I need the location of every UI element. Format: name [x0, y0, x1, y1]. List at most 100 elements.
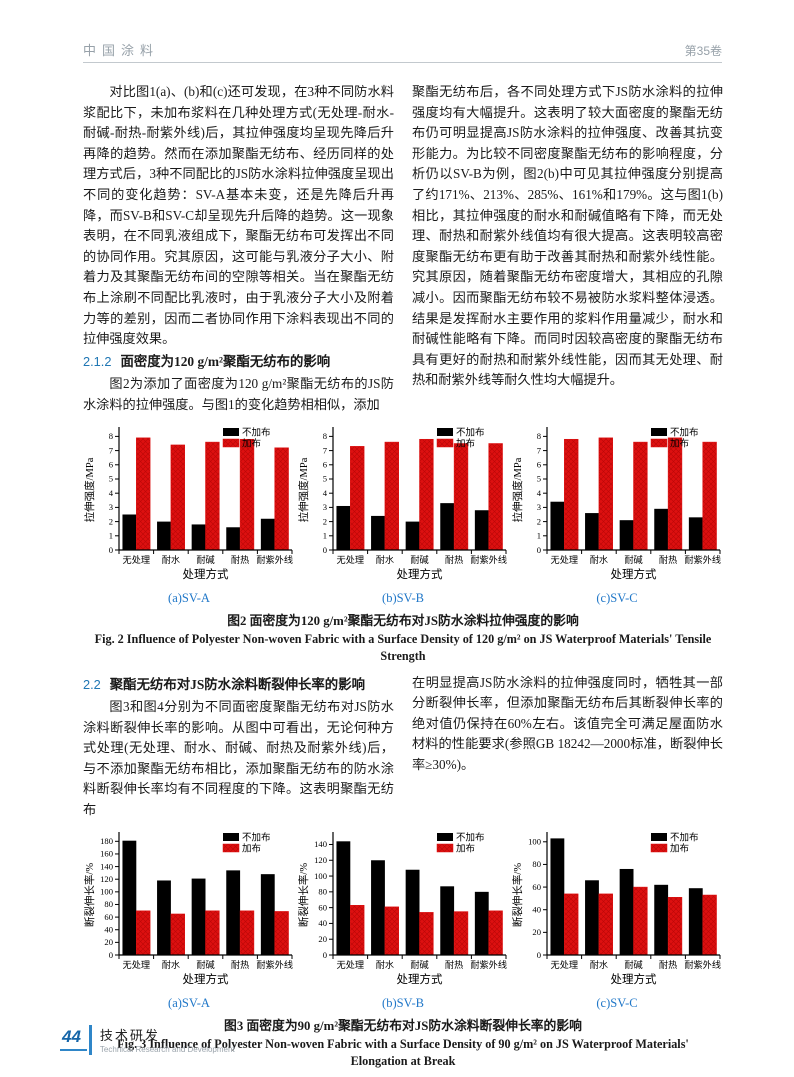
svg-text:处理方式: 处理方式	[611, 567, 657, 581]
svg-text:1: 1	[537, 530, 541, 540]
svg-text:加布: 加布	[456, 437, 475, 449]
svg-text:5: 5	[537, 473, 541, 483]
svg-text:7: 7	[323, 445, 328, 455]
page-footer: 44 技术研发 Technical Research and Developme…	[60, 1025, 235, 1055]
svg-text:7: 7	[109, 445, 114, 455]
svg-text:40: 40	[318, 918, 327, 928]
svg-text:加布: 加布	[242, 842, 261, 854]
svg-text:1: 1	[109, 530, 113, 540]
svg-text:拉伸强度/MPa: 拉伸强度/MPa	[511, 457, 524, 522]
left-column: 2.2 聚酯无纺布对JS防水涂料断裂伸长率的影响 图3和图4分别为不同面密度聚酯无…	[83, 673, 394, 821]
svg-text:处理方式: 处理方式	[183, 567, 229, 581]
page-number: 44	[60, 1025, 87, 1051]
subcaption-fig2b: (b)SV-B	[382, 590, 424, 605]
chart-fig3-sv-c: 0 20 40 60 80 100 无处理 耐水 耐碱 耐热 耐紫外线 处理方式 断裂伸长率/% 不加布加…	[511, 829, 723, 995]
svg-text:耐紫外线: 耐紫外线	[684, 554, 721, 565]
svg-text:20: 20	[532, 927, 541, 937]
svg-text:4: 4	[537, 487, 542, 497]
svg-text:0: 0	[109, 544, 113, 554]
svg-text:40: 40	[532, 904, 541, 914]
svg-text:处理方式: 处理方式	[397, 972, 443, 986]
svg-text:加布: 加布	[670, 437, 689, 449]
figure-3-caption: 图3 面密度为90 g/m²聚酯无纺布对JS防水涂料断裂伸长率的影响 Fig. …	[83, 1015, 723, 1070]
svg-text:0: 0	[109, 949, 113, 959]
svg-text:0: 0	[537, 949, 541, 959]
svg-text:处理方式: 处理方式	[611, 972, 657, 986]
chart-fig2-sv-c: 0 1 2 3 4 5 6 7 8 无处理 耐水 耐碱 耐热 耐紫外线 处理方式 拉伸强度/MPa 不加布 加布	[511, 424, 723, 590]
svg-text:120: 120	[100, 874, 113, 884]
svg-text:耐热: 耐热	[231, 554, 249, 565]
svg-text:160: 160	[100, 848, 113, 858]
svg-text:耐水: 耐水	[376, 554, 394, 565]
svg-text:不加布: 不加布	[242, 426, 271, 438]
svg-text:耐水: 耐水	[162, 554, 180, 565]
svg-text:120: 120	[314, 855, 327, 865]
svg-text:耐碱: 耐碱	[410, 959, 428, 970]
svg-text:80: 80	[318, 886, 327, 896]
svg-text:断裂伸长率/%: 断裂伸长率/%	[83, 862, 96, 926]
right-column: 聚酯无纺布后，各不同处理方式下JS防水涂料的拉伸强度均有大幅提升。这表明了较大面…	[412, 82, 723, 416]
footer-section-cn: 技术研发	[99, 1028, 160, 1043]
svg-text:耐热: 耐热	[231, 959, 249, 970]
svg-text:耐水: 耐水	[162, 959, 180, 970]
svg-text:耐紫外线: 耐紫外线	[470, 554, 507, 565]
section-heading-2-1-2: 2.1.2 面密度为120 g/m²聚酯无纺布的影响	[83, 352, 394, 373]
svg-text:耐热: 耐热	[445, 959, 463, 970]
svg-text:7: 7	[537, 445, 542, 455]
figure-3-charts: 0 20 40 60 80 100 120 140 160 180 无处理 耐水 耐碱 耐热 耐紫外线 处理方…	[83, 829, 723, 1011]
svg-text:3: 3	[109, 502, 113, 512]
figure-2c-block: 0 1 2 3 4 5 6 7 8 无处理 耐水 耐碱 耐热 耐紫外线 处理方式 拉伸强度/MPa 不加布 加布 …	[511, 424, 723, 606]
svg-text:2: 2	[537, 516, 541, 526]
figure-3c-block: 0 20 40 60 80 100 无处理 耐水 耐碱 耐热 耐紫外线 处理方式 断裂伸长率/% 不加布加…	[511, 829, 723, 1011]
svg-text:0: 0	[323, 949, 327, 959]
svg-text:加布: 加布	[242, 437, 261, 449]
svg-text:耐紫外线: 耐紫外线	[256, 554, 293, 565]
svg-text:断裂伸长率/%: 断裂伸长率/%	[511, 862, 524, 926]
figure-2-caption-en: Fig. 2 Influence of Polyester Non-woven …	[94, 631, 712, 663]
svg-text:无处理: 无处理	[123, 554, 151, 565]
section-title: 聚酯无纺布对JS防水涂料断裂伸长率的影响	[109, 676, 365, 692]
footer-section-en: Technical Research and Development	[99, 1045, 235, 1054]
chart-fig2-sv-b: 0 1 2 3 4 5 6 7 8 无处理 耐水 耐碱 耐热 耐紫外线 处理方式 拉伸强度/MPa 不加布 加布	[297, 424, 509, 590]
svg-text:8: 8	[109, 431, 113, 441]
svg-text:2: 2	[323, 516, 327, 526]
svg-text:不加布: 不加布	[242, 831, 271, 843]
svg-text:1: 1	[323, 530, 327, 540]
svg-text:无处理: 无处理	[123, 959, 151, 970]
svg-text:60: 60	[532, 881, 541, 891]
text-row-1: 对比图1(a)、(b)和(c)还可发现，在3种不同防水料浆配比下，未加布浆料在几…	[83, 82, 723, 416]
svg-text:耐碱: 耐碱	[196, 959, 214, 970]
svg-text:20: 20	[104, 937, 113, 947]
svg-text:耐碱: 耐碱	[196, 554, 214, 565]
svg-text:耐水: 耐水	[590, 554, 608, 565]
svg-text:处理方式: 处理方式	[397, 567, 443, 581]
figure-2a-block: 0 1 2 3 4 5 6 7 8 无处理 耐水 耐碱 耐热 耐紫外线 处理方式 拉伸强度/MPa 不加布 加布 …	[83, 424, 295, 606]
svg-text:拉伸强度/MPa: 拉伸强度/MPa	[297, 457, 310, 522]
svg-text:耐紫外线: 耐紫外线	[256, 959, 293, 970]
svg-text:8: 8	[323, 431, 327, 441]
svg-text:140: 140	[314, 839, 327, 849]
subcaption-fig3a: (a)SV-A	[168, 995, 210, 1010]
svg-text:耐热: 耐热	[659, 554, 677, 565]
svg-text:40: 40	[104, 924, 113, 934]
footer-section: 技术研发 Technical Research and Development	[100, 1025, 235, 1054]
svg-text:6: 6	[537, 459, 542, 469]
paragraph: 在明显提高JS防水涂料的拉伸强度同时，牺牲其一部分断裂伸长率，但添加聚酯无纺布后…	[412, 674, 723, 772]
figure-3a-block: 0 20 40 60 80 100 120 140 160 180 无处理 耐水 耐碱 耐热 耐紫外线 处理方…	[83, 829, 295, 1011]
right-column: 在明显提高JS防水涂料的拉伸强度同时，牺牲其一部分断裂伸长率，但添加聚酯无纺布后…	[412, 673, 723, 821]
chart-fig3-sv-b: 0 20 40 60 80 100 120 140 无处理 耐水 耐碱 耐热 耐紫外线 处理方式 断裂伸长率…	[297, 829, 509, 995]
paragraph: 图2为添加了面密度为120 g/m²聚酯无纺布的JS防水涂料的拉伸强度。与图1的…	[83, 376, 394, 412]
figure-2-caption: 图2 面密度为120 g/m²聚酯无纺布对JS防水涂料拉伸强度的影响 Fig. …	[83, 610, 723, 665]
svg-text:5: 5	[109, 473, 113, 483]
svg-text:不加布: 不加布	[670, 831, 699, 843]
figure-3-caption-cn: 图3 面密度为90 g/m²聚酯无纺布对JS防水涂料断裂伸长率的影响	[224, 1018, 582, 1033]
svg-text:耐水: 耐水	[376, 959, 394, 970]
text-row-2: 2.2 聚酯无纺布对JS防水涂料断裂伸长率的影响 图3和图4分别为不同面密度聚酯无…	[83, 673, 723, 821]
svg-text:断裂伸长率/%: 断裂伸长率/%	[297, 862, 310, 926]
figure-3-caption-en: Fig. 3 Influence of Polyester Non-woven …	[117, 1036, 689, 1068]
figure-2-caption-cn: 图2 面密度为120 g/m²聚酯无纺布对JS防水涂料拉伸强度的影响	[227, 613, 579, 628]
svg-text:无处理: 无处理	[337, 554, 365, 565]
